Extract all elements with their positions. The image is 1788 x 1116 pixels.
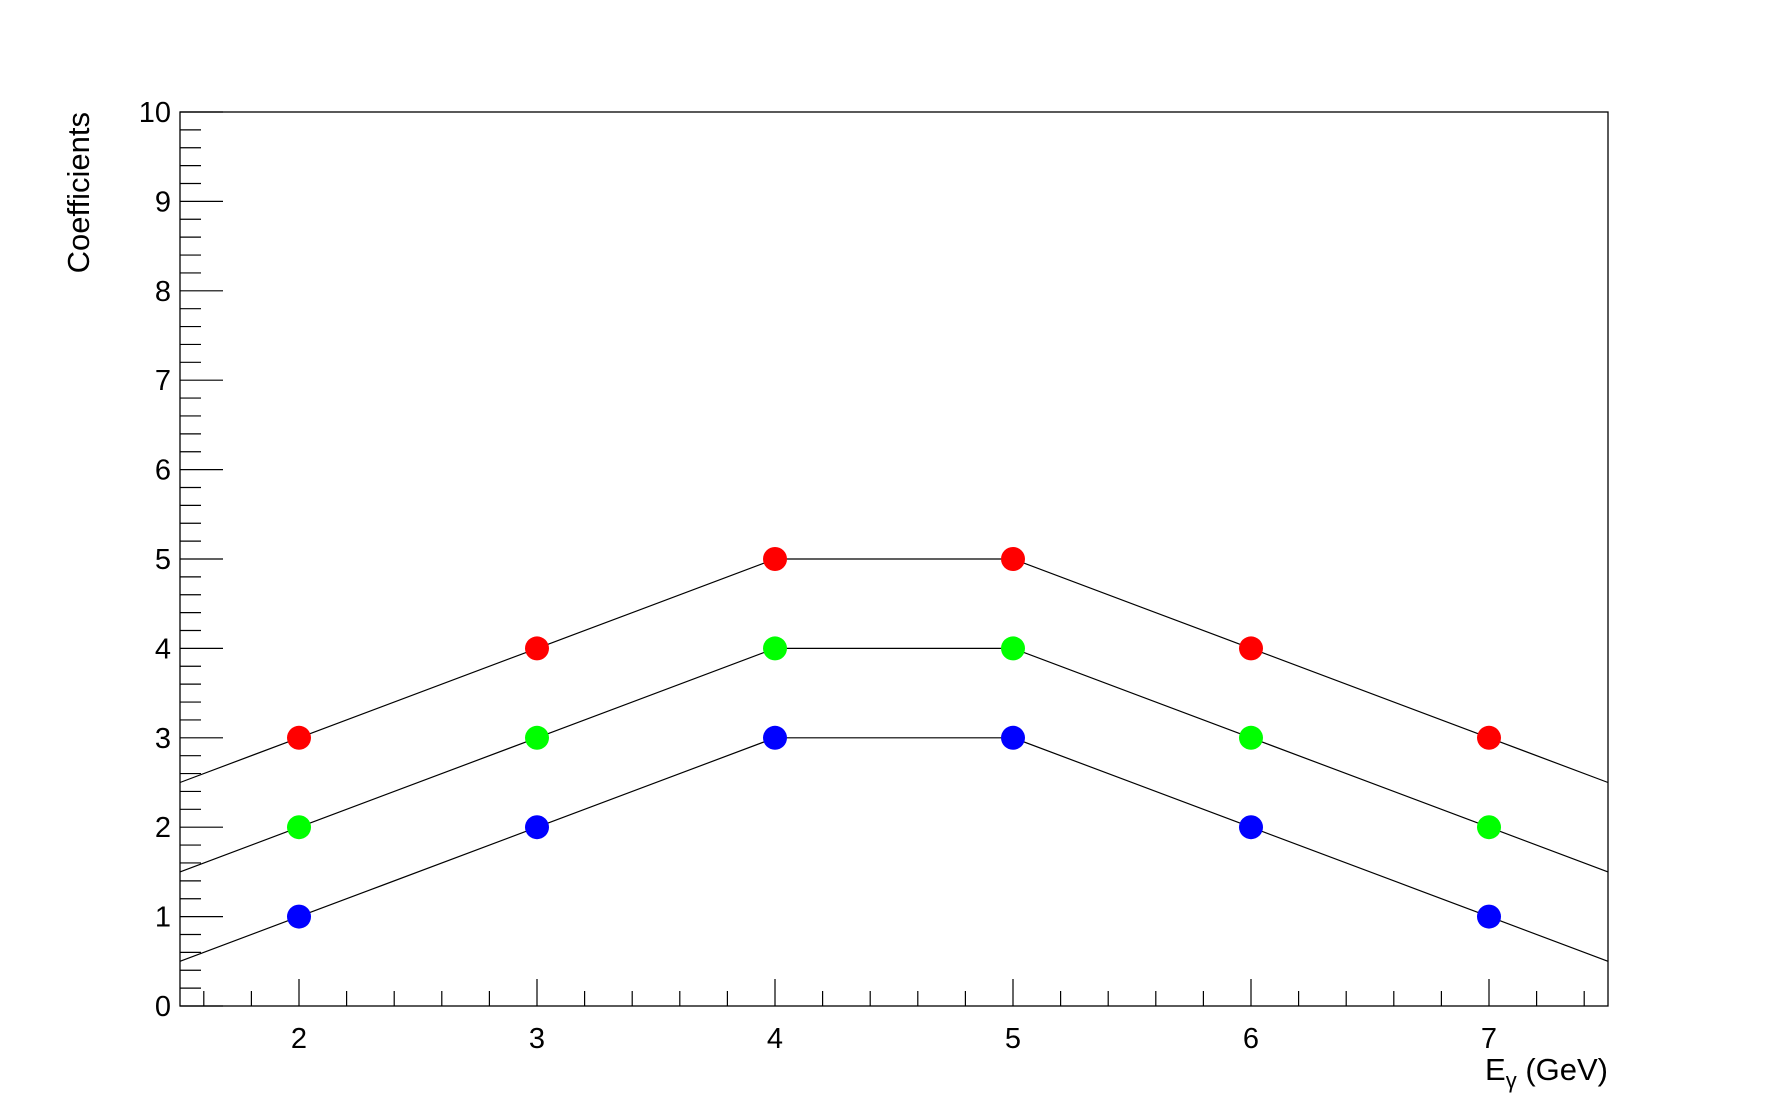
x-axis-label: Eγ (GeV) (1485, 1052, 1608, 1093)
series-line-1 (179, 647, 1609, 873)
data-point (1001, 547, 1025, 571)
axis-ticks (180, 111, 1585, 1007)
data-point (525, 815, 549, 840)
x-axis-label-unit: (GeV) (1517, 1052, 1608, 1087)
x-axis-label-subscript: γ (1506, 1068, 1517, 1093)
series-lines (179, 558, 1609, 962)
y-tick-label: 1 (155, 902, 171, 934)
series-line-0 (179, 558, 1609, 784)
data-point (763, 636, 787, 661)
y-tick-label: 5 (155, 544, 171, 576)
data-point (763, 547, 787, 571)
data-point (1239, 725, 1263, 750)
x-tick-label: 7 (1481, 1023, 1497, 1055)
data-point (1477, 725, 1501, 750)
y-tick-label: 3 (155, 723, 171, 755)
x-tick-label: 6 (1243, 1023, 1259, 1055)
series-line-2 (179, 737, 1609, 962)
y-tick-label: 4 (155, 633, 171, 665)
x-axis-label-main: E (1485, 1052, 1506, 1087)
series-markers (287, 547, 1501, 929)
data-point (1239, 636, 1263, 661)
x-tick-label: 4 (767, 1023, 783, 1055)
y-tick-label: 6 (155, 455, 171, 487)
x-tick-label: 2 (291, 1023, 307, 1055)
data-point (287, 904, 311, 929)
data-point (1477, 815, 1501, 840)
y-tick-label: 7 (155, 365, 171, 397)
data-point (525, 725, 549, 750)
y-tick-label: 8 (155, 276, 171, 308)
data-point (287, 725, 311, 750)
x-tick-label: 5 (1005, 1023, 1021, 1055)
data-point (287, 815, 311, 840)
data-point (763, 725, 787, 750)
y-tick-label: 2 (155, 812, 171, 844)
data-point (1001, 725, 1025, 750)
data-point (1001, 636, 1025, 661)
y-tick-label: 0 (155, 991, 171, 1023)
data-point (1239, 815, 1263, 840)
x-tick-label: 3 (529, 1023, 545, 1055)
data-point (525, 636, 549, 661)
data-point (1477, 904, 1501, 929)
y-tick-label: 9 (155, 186, 171, 218)
tick-labels: 2 3 4 5 6 7 0 1 2 3 4 5 6 7 8 9 10 (139, 97, 1497, 1055)
plot-frame (179, 111, 1609, 1007)
y-tick-label: 10 (139, 97, 171, 129)
y-axis-label: Coefficients (61, 112, 96, 273)
